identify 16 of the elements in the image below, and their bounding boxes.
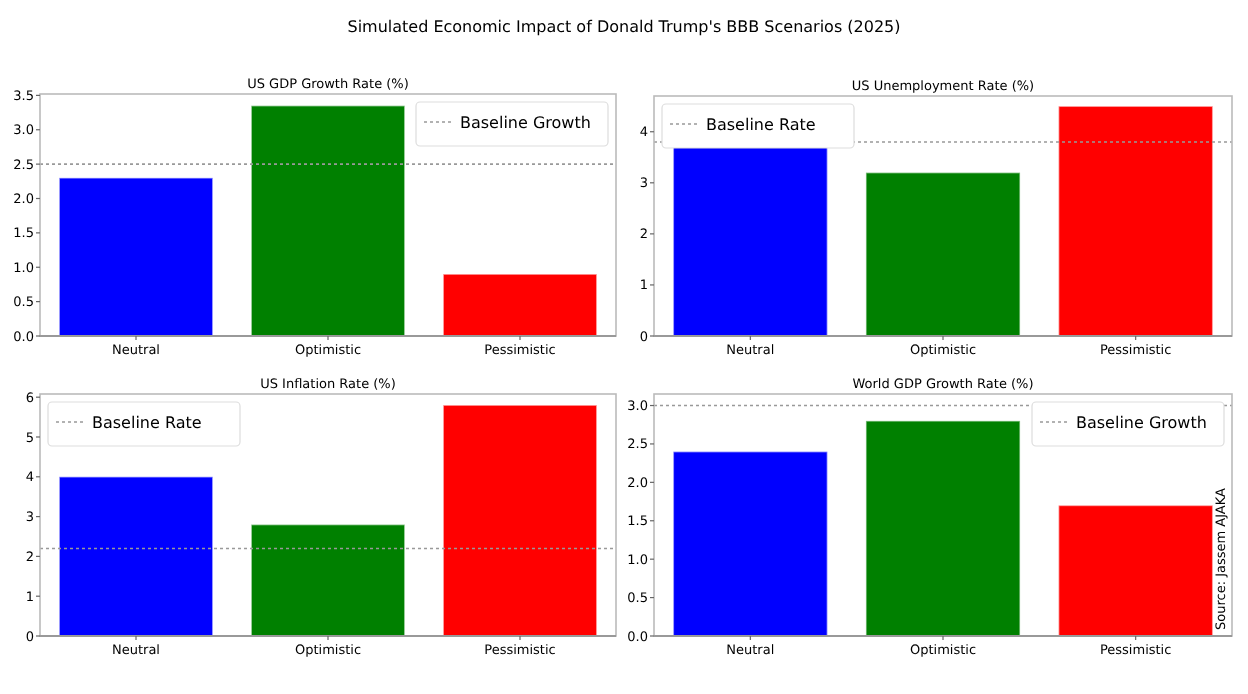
legend-label: Baseline Rate [706,115,816,134]
bar [250,523,406,637]
bar [1057,504,1214,637]
bar [865,420,1021,637]
bar [1057,105,1214,337]
bar [442,273,598,337]
text: Simulated Economic Impact of Donald Trump's BBB Scenarios (2025) [347,18,901,36]
bar [442,404,598,637]
bar [865,171,1021,337]
bar [672,450,829,637]
bar [58,177,214,337]
legend-label: Baseline Growth [1076,413,1207,432]
bar [250,104,406,337]
legend-label: Baseline Growth [460,113,591,132]
bar [58,475,214,637]
legend-label: Baseline Rate [92,413,202,432]
